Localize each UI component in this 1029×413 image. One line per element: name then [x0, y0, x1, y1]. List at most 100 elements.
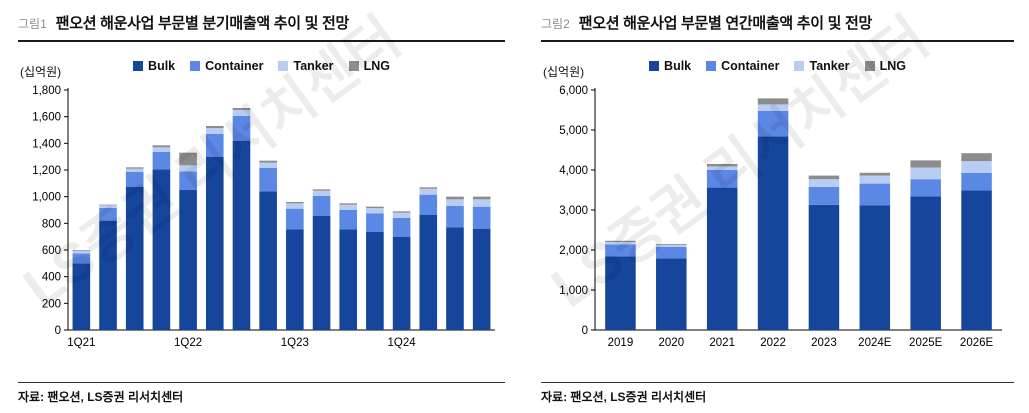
bar-segment-lng-4Q23: [366, 206, 384, 208]
bar-segment-tanker-2024E: [859, 175, 891, 184]
bar-segment-lng-3Q22: [232, 108, 251, 110]
bar-segment-bulk-2020: [656, 258, 687, 330]
bar-segment-bulk-4Q23: [366, 232, 384, 330]
x-tick-label: 2024E: [858, 337, 892, 349]
bar-segment-tanker-2Q21: [99, 205, 117, 208]
x-tick-label: 2025E: [909, 337, 943, 349]
figure1-chart-top: (십억원) Bulk Container Tanker LNG: [18, 56, 505, 82]
bar-segment-bulk-3Q22: [232, 140, 251, 330]
legend-swatch-tanker: [794, 61, 805, 71]
bar-segment-bulk-2Q22: [205, 156, 224, 330]
bar-segment-lng-2020: [656, 244, 687, 245]
y-tick-label: 5,000: [559, 125, 588, 137]
bar-segment-lng-1Q22: [179, 152, 197, 166]
bar-segment-tanker-2026E: [961, 161, 992, 173]
bar-segment-lng-1Q21: [72, 250, 91, 251]
figure2-panel: 그림2 팬오션 해운사업 부문별 연간매출액 추이 및 전망 (십억원) Bul…: [541, 8, 1014, 405]
bar-segment-lng-2025E: [910, 160, 941, 168]
x-tick-label: 2019: [608, 337, 634, 349]
bar-segment-container-1Q24: [392, 218, 411, 237]
bar-segment-container-2Q23: [312, 196, 331, 216]
bar-segment-bulk-4Q21: [152, 169, 171, 330]
legend-item-tanker: Tanker: [278, 59, 334, 73]
bar-segment-tanker-2Q24: [419, 188, 438, 195]
y-tick-label: 1,400: [32, 138, 61, 150]
bar-segment-container-1Q21: [72, 253, 91, 264]
bar-segment-bulk-3Q24: [446, 227, 464, 330]
y-tick-label: 6,000: [559, 85, 588, 97]
bar-segment-tanker-2019: [605, 242, 636, 245]
bar-segment-container-3Q22: [232, 116, 251, 141]
figure2-header: 그림2 팬오션 해운사업 부문별 연간매출액 추이 및 전망: [541, 8, 1014, 42]
legend-item-lng: LNG: [348, 59, 390, 73]
bar-segment-lng-4Q21: [152, 145, 171, 148]
bar-segment-container-4Q21: [152, 152, 171, 170]
bar-segment-tanker-1Q22: [179, 165, 197, 172]
legend-label: LNG: [879, 59, 906, 73]
bar-segment-tanker-2023: [808, 179, 840, 187]
bar-segment-lng-1Q23: [286, 202, 304, 204]
figure1-title: 팬오션 해운사업 부문별 분기매출액 추이 및 전망: [55, 15, 350, 32]
bar-segment-bulk-2026E: [961, 190, 992, 330]
bar-segment-tanker-4Q21: [152, 147, 171, 152]
legend-label: LNG: [363, 59, 390, 73]
y-tick-label: 600: [42, 245, 61, 257]
x-tick-label: 1Q23: [281, 337, 309, 349]
y-tick-label: 1,600: [32, 112, 61, 124]
bar-segment-tanker-4Q24: [472, 199, 491, 207]
bar-segment-container-2026E: [961, 172, 992, 191]
bar-segment-container-2021: [706, 170, 738, 188]
bar-segment-lng-2022: [757, 98, 789, 105]
y-tick-label: 3,000: [559, 205, 588, 217]
bar-segment-lng-2023: [808, 175, 840, 180]
y-tick-label: 1,000: [32, 192, 61, 204]
figure1-source: 자료: 팬오션, LS증권 리서치센터: [18, 382, 505, 405]
bar-segment-container-2019: [605, 244, 636, 257]
bar-segment-bulk-4Q22: [259, 191, 277, 330]
bar-segment-bulk-3Q23: [339, 229, 358, 330]
bar-segment-tanker-4Q23: [366, 208, 384, 214]
legend-swatch-bulk: [133, 61, 144, 71]
bar-segment-tanker-2020: [656, 244, 687, 247]
bar-segment-container-2Q24: [419, 194, 438, 215]
bar-segment-tanker-3Q22: [232, 110, 251, 116]
bar-segment-tanker-2021: [706, 166, 738, 170]
bar-segment-bulk-2022: [757, 136, 789, 330]
bar-segment-lng-3Q24: [446, 196, 464, 200]
figure2-chart: 0 1,000 2,000 3,000 4,000 5,000 6,000 2019 2020 2…: [541, 84, 1014, 361]
x-tick-label: 1Q21: [67, 337, 95, 349]
x-tick-label: 2023: [811, 337, 837, 349]
bar-segment-lng-2021: [706, 164, 738, 167]
bar-segment-container-2025E: [910, 179, 941, 197]
figure2-legend: Bulk Container Tanker LNG: [541, 59, 1014, 73]
bar-segment-container-2024E: [859, 183, 891, 206]
bar-segment-container-2023: [808, 186, 840, 205]
bar-segment-lng-3Q23: [339, 203, 358, 205]
y-tick-label: 400: [42, 272, 61, 284]
quarterly-revenue-stacked-bar-chart: 0 200 400 600 800 1,000 1,200 1,400 1,600 1,800 1Q…: [32, 85, 495, 349]
bar-segment-container-3Q21: [125, 172, 144, 187]
bar-segment-lng-4Q24: [472, 196, 491, 200]
bar-segment-bulk-2025E: [910, 196, 941, 330]
legend-item-tanker: Tanker: [794, 59, 850, 73]
x-tick-label: 1Q22: [174, 337, 202, 349]
bar-segment-tanker-4Q22: [259, 162, 277, 168]
legend-item-bulk: Bulk: [649, 59, 691, 73]
bar-segment-bulk-2019: [605, 256, 636, 330]
bar-segment-bulk-1Q24: [392, 236, 411, 330]
legend-item-container: Container: [706, 59, 779, 73]
figure2-unit-label: (십억원): [543, 65, 585, 79]
figure2-title: 팬오션 해운사업 부문별 연간매출액 추이 및 전망: [578, 15, 873, 32]
legend-label: Container: [205, 59, 264, 73]
legend-label: Tanker: [809, 59, 850, 73]
bar-segment-container-3Q23: [339, 210, 358, 230]
x-tick-label: 2026E: [960, 337, 994, 349]
legend-swatch-container: [706, 61, 717, 71]
bar-segment-tanker-3Q21: [125, 168, 144, 172]
annual-revenue-stacked-bar-chart: 0 1,000 2,000 3,000 4,000 5,000 6,000 2019 2020 2…: [559, 85, 1002, 349]
figure1-unit-label: (십억원): [20, 65, 62, 79]
figure1-legend: Bulk Container Tanker LNG: [18, 59, 505, 73]
bar-segment-tanker-3Q23: [339, 204, 358, 210]
bar-segment-tanker-2025E: [910, 167, 941, 180]
